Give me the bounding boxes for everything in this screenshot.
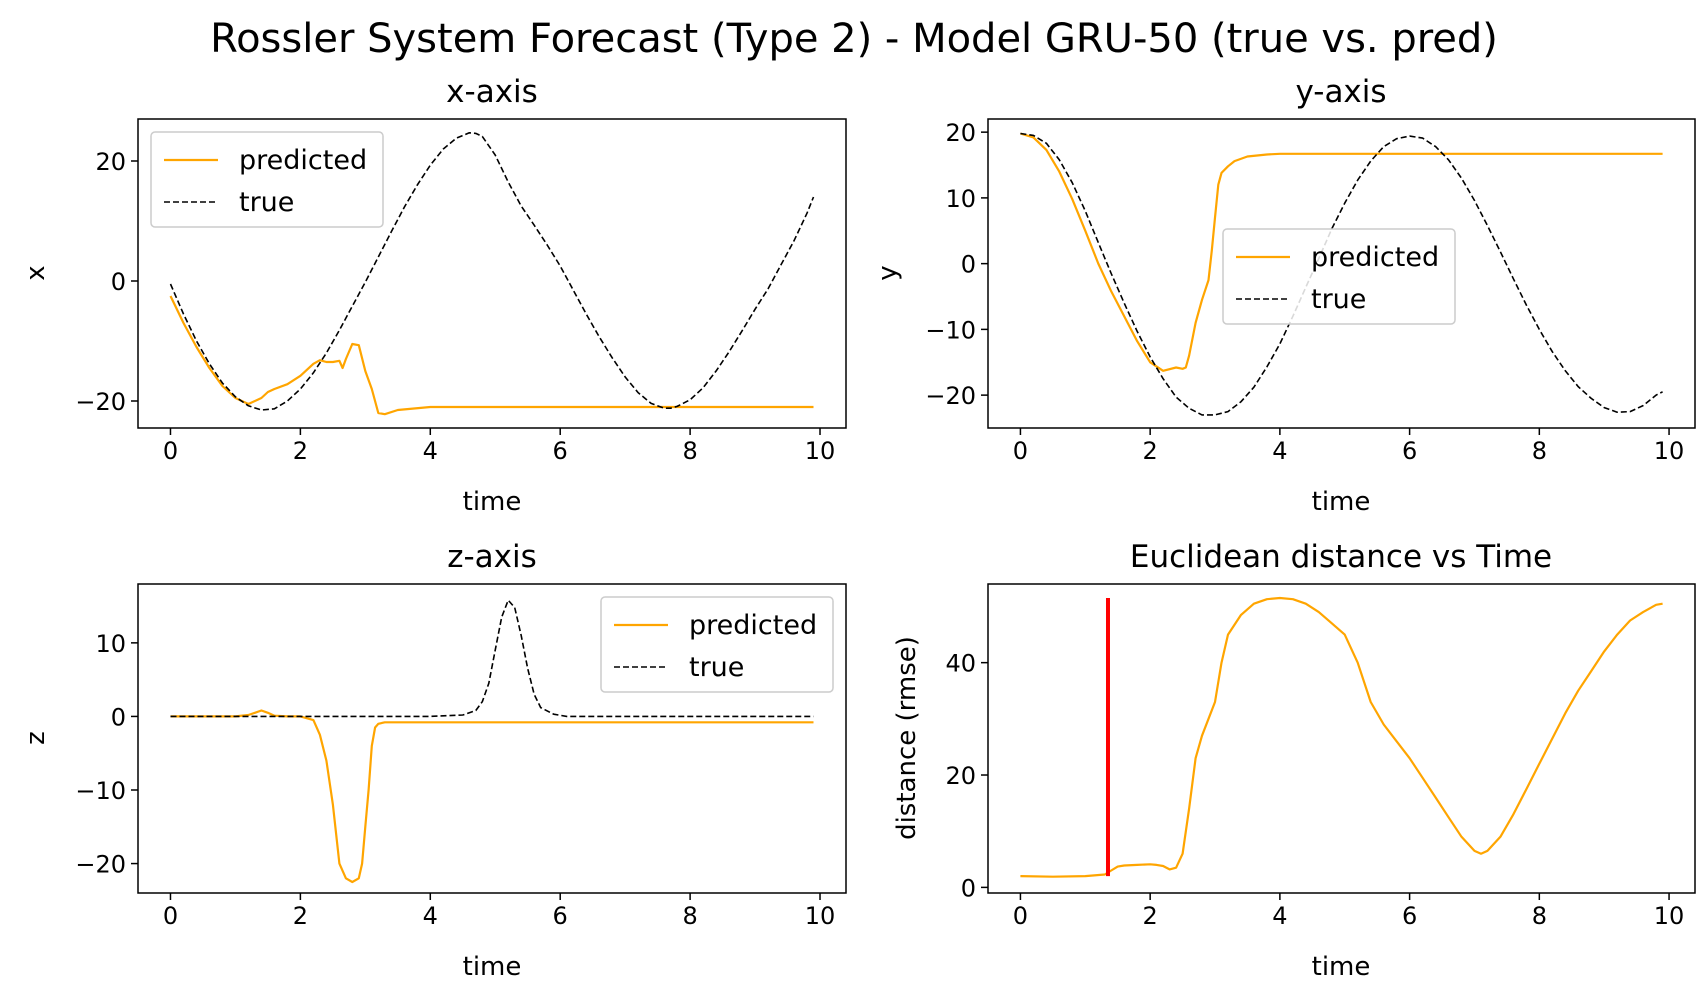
series-line-true [169, 132, 815, 411]
x-tick-label: 10 [805, 902, 836, 930]
x-tick-label: 10 [1654, 437, 1685, 465]
y-tick-label: 20 [945, 119, 976, 147]
x-axis-label: time [463, 487, 522, 517]
legend-label-true: true [1311, 284, 1366, 315]
y-axis-label: z [21, 731, 51, 745]
x-axis-label: time [1312, 952, 1371, 982]
y-tick-label: −20 [75, 388, 126, 416]
series-line-predicted [170, 709, 814, 884]
subplot-z-axis: z-axis time z 0 2 4 6 8 10 −20 −10 0 10 predicted t… [21, 539, 847, 982]
y-tick-label: −10 [75, 777, 126, 805]
legend-label-true: true [239, 187, 294, 218]
y-tick-label: 20 [945, 762, 976, 790]
x-tick-label: 4 [423, 437, 438, 465]
series-line-predicted [1020, 132, 1663, 372]
x-tick-label: 4 [423, 902, 438, 930]
y-tick-label: −20 [75, 851, 126, 879]
subplot-x-axis: x-axis time x 0 2 4 6 8 10 −20 0 20 predicted true [21, 74, 847, 517]
legend-box [150, 131, 384, 228]
x-tick-label: 0 [163, 902, 178, 930]
y-tick-label: −10 [925, 316, 976, 344]
y-tick-label: 40 [945, 650, 976, 678]
y-axis-label: distance (rmse) [892, 636, 922, 840]
x-tick-label: 8 [682, 437, 697, 465]
x-tick-label: 2 [1143, 902, 1158, 930]
series-line-true [170, 599, 814, 718]
subplot-y-axis: y-axis time y 0 2 4 6 8 10 −20 −10 0 10 20 predicte… [873, 74, 1696, 517]
legend-box [600, 596, 834, 693]
y-tick-label: 0 [111, 268, 126, 296]
axes-frame [137, 118, 847, 429]
x-axis-label: time [1312, 487, 1371, 517]
legend-label-true: true [689, 652, 744, 683]
subplot-euclidean-distance: Euclidean distance vs Time time distance… [892, 539, 1696, 982]
x-tick-label: 0 [1013, 437, 1028, 465]
y-axis-label: y [873, 265, 903, 280]
legend-label-predicted: predicted [1311, 242, 1439, 273]
x-tick-label: 10 [1654, 902, 1685, 930]
y-tick-label: −20 [925, 382, 976, 410]
x-tick-label: 0 [163, 437, 178, 465]
x-tick-label: 10 [805, 437, 836, 465]
legend-label-predicted: predicted [689, 610, 817, 641]
axes-frame [987, 583, 1696, 894]
x-tick-label: 2 [293, 437, 308, 465]
series-line-distance [1020, 596, 1663, 878]
x-tick-label: 4 [1272, 902, 1287, 930]
y-tick-label: 0 [111, 703, 126, 731]
x-tick-label: 6 [553, 902, 568, 930]
subplot-title: Euclidean distance vs Time [1130, 539, 1552, 575]
subplot-title: x-axis [446, 74, 538, 110]
subplot-title: z-axis [447, 539, 537, 575]
x-tick-label: 2 [1143, 437, 1158, 465]
y-tick-label: 10 [95, 630, 126, 658]
series-line-true [1020, 132, 1663, 416]
x-tick-label: 8 [1532, 902, 1547, 930]
x-tick-label: 8 [682, 902, 697, 930]
y-tick-label: 0 [961, 874, 976, 902]
x-tick-label: 0 [1013, 902, 1028, 930]
x-axis-label: time [463, 952, 522, 982]
x-tick-label: 4 [1272, 437, 1287, 465]
figure-title: Rossler System Forecast (Type 2) - Model… [210, 16, 1498, 62]
x-tick-label: 8 [1532, 437, 1547, 465]
x-tick-label: 6 [553, 437, 568, 465]
y-tick-label: 10 [945, 185, 976, 213]
legend-box [1222, 228, 1456, 325]
x-tick-label: 6 [1402, 437, 1417, 465]
axes-frame [137, 583, 847, 894]
legend-label-predicted: predicted [239, 145, 367, 176]
y-tick-label: 0 [961, 251, 976, 279]
x-tick-label: 6 [1402, 902, 1417, 930]
subplot-title: y-axis [1295, 74, 1386, 110]
x-tick-label: 2 [293, 902, 308, 930]
axes-frame [987, 118, 1696, 429]
y-axis-label: x [21, 265, 51, 280]
y-tick-label: 20 [95, 148, 126, 176]
